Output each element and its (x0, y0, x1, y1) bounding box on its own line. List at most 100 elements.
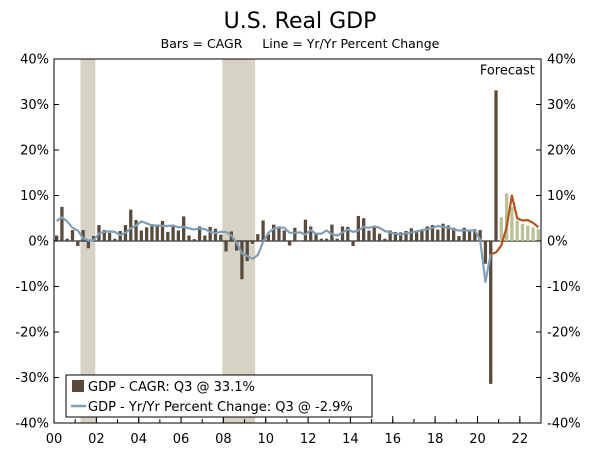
cagr-forecast-bar (504, 193, 509, 241)
cagr-bar (393, 231, 398, 241)
ytick-right-label: -40% (547, 417, 581, 432)
cagr-bar (303, 219, 308, 241)
cagr-bar (234, 241, 239, 251)
cagr-bar (287, 241, 292, 246)
cagr-bar (462, 227, 466, 241)
cagr-bar (367, 230, 371, 241)
cagr-bar (436, 229, 440, 241)
ytick-right-label: 0% (547, 235, 568, 250)
yoy-line (55, 216, 492, 283)
xtick-label: 12 (300, 432, 317, 447)
cagr-bar (160, 220, 165, 241)
cagr-bar (494, 90, 498, 242)
cagr-bar (478, 230, 482, 241)
ytick-right-label: -30% (547, 371, 581, 386)
xtick-label: 00 (46, 432, 63, 447)
cagr-bar (324, 238, 329, 241)
xtick-label: 04 (130, 432, 147, 447)
ytick-right-label: 20% (547, 144, 576, 159)
cagr-bar (55, 235, 59, 241)
cagr-bar (314, 233, 318, 241)
cagr-bar (420, 230, 424, 241)
ytick-left-label: 10% (20, 189, 49, 204)
legend-swatch-bar (72, 380, 84, 392)
cagr-bar (203, 235, 207, 241)
ytick-left-label: 40% (20, 53, 49, 68)
cagr-bar (182, 216, 186, 241)
cagr-bar (340, 226, 345, 241)
cagr-bar (102, 230, 106, 241)
yoy-line-group (55, 194, 540, 283)
legend-label-cagr: GDP - CAGR: Q3 @ 33.1% (88, 380, 255, 395)
cagr-bar (351, 241, 355, 247)
cagr-bar (240, 241, 244, 280)
cagr-bar (346, 226, 350, 241)
ytick-left-label: -30% (15, 371, 49, 386)
ytick-right-label: 40% (547, 53, 576, 68)
cagr-bar (171, 226, 175, 241)
xtick-label: 16 (385, 432, 402, 447)
cagr-bar (298, 241, 302, 242)
cagr-bar (86, 241, 91, 249)
cagr-bar (489, 241, 493, 384)
cagr-bar (319, 238, 323, 241)
cagr-forecast-bar (520, 223, 525, 241)
xtick-label: 22 (512, 432, 529, 447)
cagr-bar (187, 235, 191, 241)
cagr-forecast-bar (515, 220, 519, 241)
cagr-bar (81, 230, 85, 241)
cagr-bar (113, 238, 117, 241)
cagr-bar (282, 230, 286, 241)
cagr-bar (176, 230, 181, 241)
ytick-left-label: -20% (15, 326, 49, 341)
cagr-bar (70, 230, 75, 241)
cagr-bar (144, 227, 149, 241)
cagr-bars (55, 90, 540, 384)
xtick-label: 20 (469, 432, 486, 447)
cagr-bar (65, 238, 69, 241)
cagr-bar (245, 241, 249, 262)
ytick-left-label: 20% (20, 144, 49, 159)
ytick-left-label: 0% (28, 235, 49, 250)
cagr-bar (60, 206, 64, 241)
xtick-label: 10 (257, 432, 274, 447)
legend-box (65, 374, 373, 418)
ytick-left-label: -10% (15, 280, 49, 295)
cagr-bar (372, 226, 376, 241)
cagr-bar (446, 225, 451, 241)
cagr-bar (166, 231, 170, 241)
cagr-bar (356, 215, 361, 241)
xtick-label: 02 (88, 432, 105, 447)
forecast-annotation: Forecast (480, 63, 535, 78)
chart-subtitle: Bars = CAGR Line = Yr/Yr Percent Change (161, 36, 440, 51)
cagr-bar (277, 227, 281, 241)
cagr-bar (224, 241, 228, 252)
cagr-bar (266, 234, 271, 241)
xtick-label: 14 (342, 432, 359, 447)
cagr-bar (409, 228, 413, 241)
cagr-bar (441, 223, 445, 241)
cagr-bar (330, 224, 334, 241)
cagr-bar (250, 241, 255, 244)
yoy-forecast-line (490, 194, 540, 256)
ytick-right-label: 30% (547, 98, 576, 113)
cagr-bar (399, 232, 403, 241)
cagr-bar (483, 241, 488, 264)
legend: GDP - CAGR: Q3 @ 33.1% GDP - Yr/Yr Perce… (65, 374, 373, 418)
cagr-bar (425, 226, 429, 241)
cagr-bar (208, 226, 212, 241)
xtick-label: 08 (215, 432, 232, 447)
cagr-bar (404, 230, 408, 241)
cagr-bar (377, 233, 382, 241)
cagr-bar (452, 227, 456, 241)
cagr-bar (430, 225, 435, 241)
cagr-bar (219, 234, 223, 241)
cagr-bar (473, 229, 477, 241)
cagr-bar (107, 232, 112, 241)
axes: 40% 40% 30% 30% 20% 20% 10% 10% 0% 0% -10% -10% -20%… (15, 53, 580, 448)
cagr-bar (155, 225, 159, 241)
cagr-bar (335, 238, 339, 241)
ytick-right-label: -20% (547, 326, 581, 341)
ytick-right-label: -10% (547, 280, 581, 295)
legend-label-yoy: GDP - Yr/Yr Percent Change: Q3 @ -2.9% (88, 400, 353, 415)
